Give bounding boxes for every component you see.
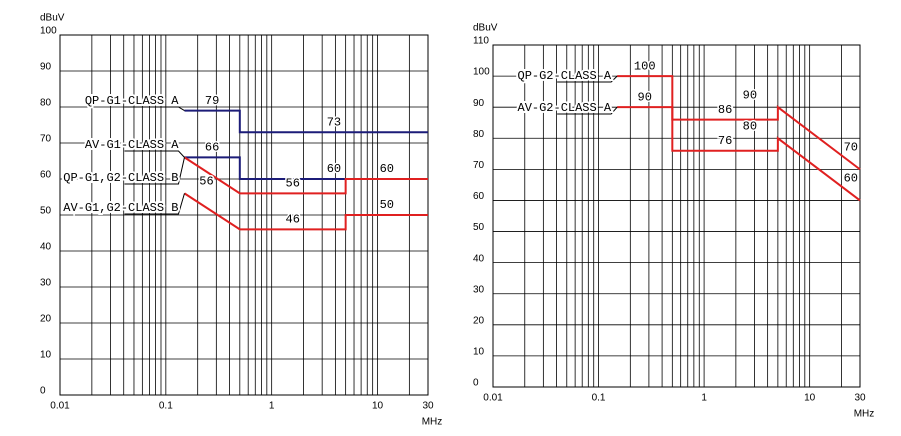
x-tick-label: 30 xyxy=(854,393,866,404)
leader-line xyxy=(124,157,185,185)
y-tick-label: 90 xyxy=(40,62,52,73)
x-tick-label: 0.01 xyxy=(50,401,70,412)
series-name: AV-G2-CLASS A xyxy=(518,101,612,115)
y-tick-label: 100 xyxy=(40,26,57,37)
series-name: QP-G1,G2-CLASS B xyxy=(63,171,178,185)
value-label: 73 xyxy=(327,115,341,129)
series-name: AV-G1,G2-CLASS B xyxy=(63,201,178,215)
value-label: 56 xyxy=(199,175,213,189)
y-tick-label: 40 xyxy=(473,253,485,264)
y-tick-label: 90 xyxy=(473,98,485,109)
y-tick-label: 30 xyxy=(473,284,485,295)
series-name: AV-G1-CLASS A xyxy=(85,138,179,152)
value-label: 60 xyxy=(844,172,858,186)
value-label: 50 xyxy=(380,198,394,212)
series-name: QP-G1-CLASS A xyxy=(85,94,179,108)
y-tick-label: 50 xyxy=(473,222,485,233)
value-label: 90 xyxy=(638,90,652,104)
series-line xyxy=(617,75,861,171)
value-label: 100 xyxy=(634,59,656,73)
series-line xyxy=(184,109,428,134)
x-axis-label: MHz xyxy=(422,417,443,428)
plot-area xyxy=(493,45,860,387)
x-tick-label: 10 xyxy=(804,393,816,404)
value-label: 80 xyxy=(743,119,757,133)
plot-frame xyxy=(492,44,861,388)
value-label: 86 xyxy=(718,103,732,117)
leader-line xyxy=(557,75,618,83)
y-tick-label: 100 xyxy=(473,67,490,78)
value-label: 60 xyxy=(380,162,394,176)
y-tick-label: 10 xyxy=(473,347,485,358)
y-tick-label: 30 xyxy=(40,278,52,289)
y-axis-label: dBuV xyxy=(40,13,65,24)
x-tick-label: 0.1 xyxy=(592,393,606,404)
y-tick-label: 110 xyxy=(473,36,489,47)
y-tick-label: 70 xyxy=(40,134,52,145)
chart: 0.01 0.1 1 10 30 0 10 20 30 40 50 60 70 80 90 100 dBuV MH… xyxy=(40,13,442,428)
x-tick-label: 0.1 xyxy=(159,401,173,412)
value-label: 56 xyxy=(286,177,300,191)
y-tick-label: 80 xyxy=(40,98,52,109)
x-tick-label: 1 xyxy=(269,401,275,412)
value-label: 79 xyxy=(205,94,219,108)
leader-line xyxy=(124,150,185,158)
value-label: 66 xyxy=(205,141,219,155)
x-tick-label: 0.01 xyxy=(483,393,503,404)
series-line xyxy=(183,156,428,195)
y-tick-label: 80 xyxy=(473,129,485,140)
y-tick-label: 60 xyxy=(40,170,52,181)
x-tick-label: 1 xyxy=(701,393,707,404)
series-line xyxy=(183,192,428,231)
y-tick-label: 0 xyxy=(473,378,479,389)
y-tick-label: 50 xyxy=(40,206,52,217)
series-name: QP-G2-CLASS A xyxy=(518,69,612,83)
x-tick-label: 10 xyxy=(372,401,384,412)
leader-line xyxy=(124,106,185,112)
x-axis-label: MHz xyxy=(854,409,875,420)
chart: 0.01 0.1 1 10 300102030405060708090100110dBu… xyxy=(473,23,874,420)
series-line xyxy=(617,106,861,202)
series-line xyxy=(184,156,428,180)
leader-line xyxy=(557,106,618,115)
value-label: 90 xyxy=(743,88,757,102)
y-tick-label: 20 xyxy=(40,314,52,325)
y-axis-label: dBuV xyxy=(473,23,498,34)
y-tick-label: 60 xyxy=(473,191,485,202)
value-label: 70 xyxy=(844,141,858,155)
y-tick-label: 40 xyxy=(40,242,52,253)
value-label: 60 xyxy=(327,162,341,176)
leader-line xyxy=(124,193,185,215)
x-tick-label: 30 xyxy=(422,401,434,412)
y-tick-label: 0 xyxy=(40,386,46,397)
value-label: 76 xyxy=(718,134,732,148)
y-tick-label: 10 xyxy=(40,350,52,361)
y-tick-label: 70 xyxy=(473,160,485,171)
y-tick-label: 20 xyxy=(473,315,485,326)
value-label: 46 xyxy=(286,213,300,227)
